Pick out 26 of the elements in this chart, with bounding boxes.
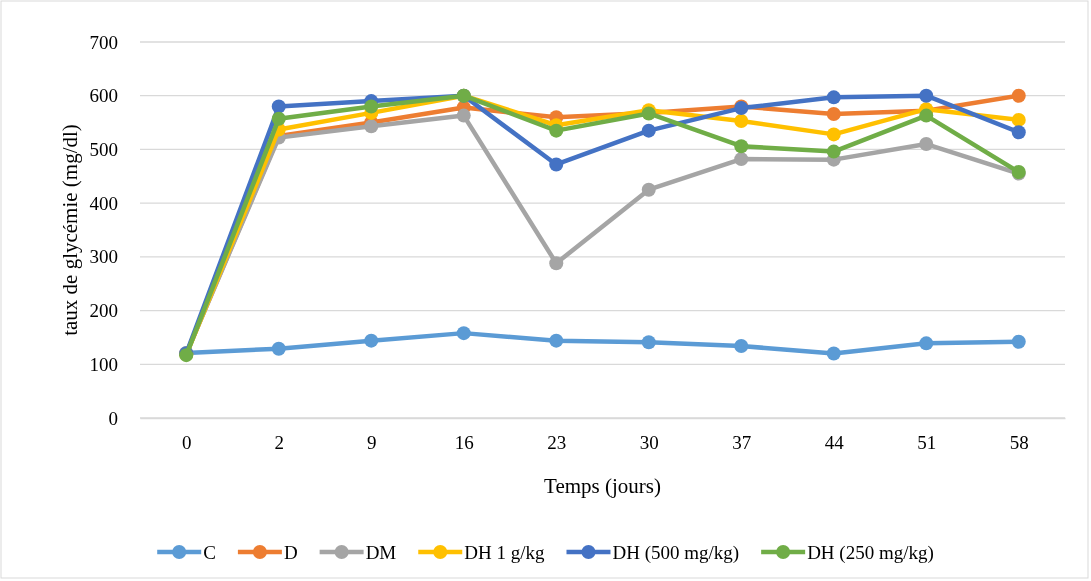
y-tick-label: 300 <box>89 246 118 268</box>
x-tick-label: 30 <box>639 432 659 454</box>
x-tick-label: 9 <box>367 432 377 454</box>
legend-label: C <box>203 542 216 563</box>
x-tick-label: 16 <box>454 432 474 454</box>
legend-label: DH 1 g/kg <box>464 542 545 563</box>
y-tick-label: 0 <box>108 407 118 429</box>
x-tick-label: 51 <box>917 432 937 454</box>
y-axis-title: taux de glycémie (mg/dl) <box>58 124 82 336</box>
y-tick-label: 100 <box>89 353 118 375</box>
legend-label: DH (250 mg/kg) <box>807 542 934 564</box>
x-tick-label: 58 <box>1009 432 1029 454</box>
y-tick-label: 400 <box>89 192 118 214</box>
x-tick-label: 0 <box>182 432 192 454</box>
y-tick-label: 500 <box>89 139 118 161</box>
x-tick-label: 2 <box>274 432 284 454</box>
y-tick-label: 200 <box>89 300 118 322</box>
x-tick-label: 23 <box>547 432 567 454</box>
legend-label: DH (500 mg/kg) <box>612 542 740 564</box>
legend-label: D <box>283 542 298 563</box>
y-tick-label: 700 <box>89 31 118 53</box>
x-tick-label: 44 <box>824 432 845 454</box>
legend-label: DM <box>365 542 397 563</box>
x-tick-label: 37 <box>732 432 752 454</box>
x-axis-title: Temps (jours) <box>544 474 661 498</box>
y-tick-label: 600 <box>89 85 118 107</box>
